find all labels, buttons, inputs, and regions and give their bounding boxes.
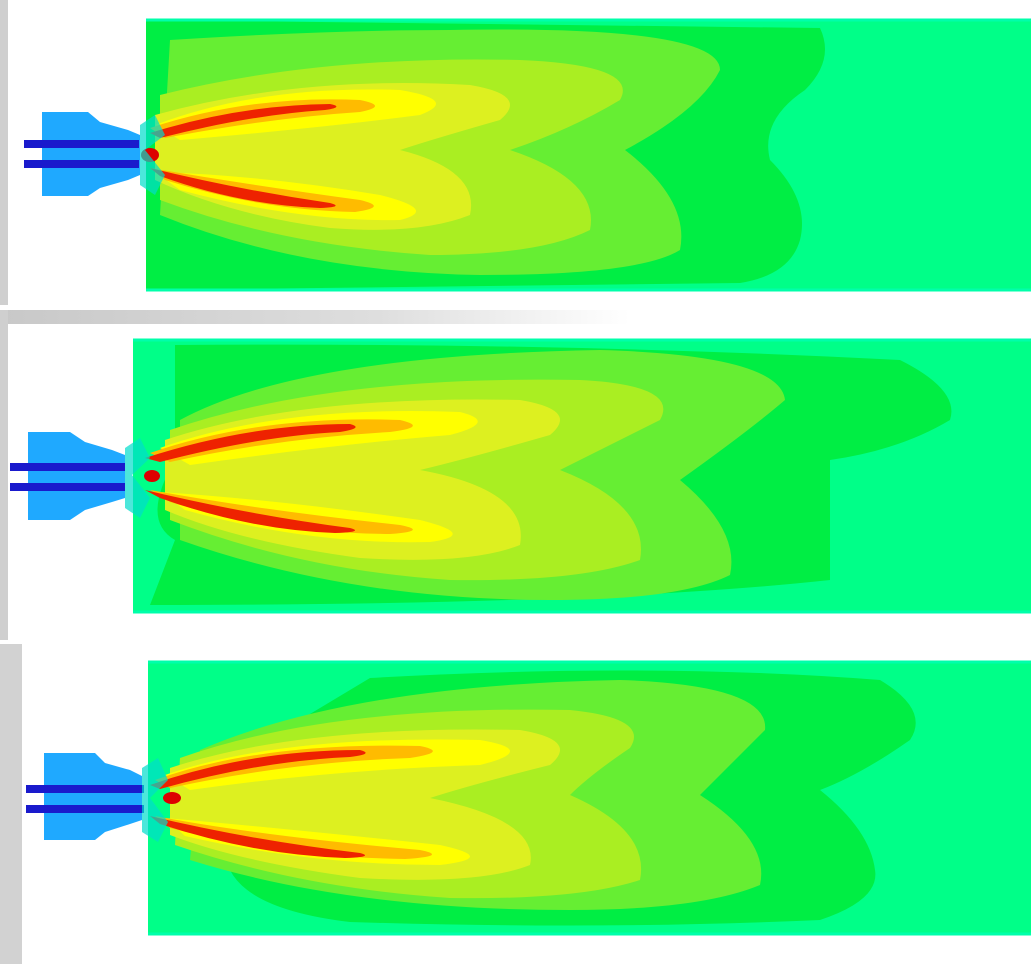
- contour-plot-3: [26, 660, 1031, 936]
- contour-band-red-bottom: [150, 168, 336, 208]
- contour-band-orange-bottom: [150, 168, 374, 212]
- contour-band-orange-bottom: [150, 490, 413, 534]
- contour-band-red-top: [150, 104, 337, 138]
- burner-body: [44, 753, 142, 840]
- wall-boundary-layer: [148, 660, 1031, 936]
- contour-plot-2: [10, 338, 1031, 614]
- background-strip-bottom: [0, 644, 22, 964]
- background-strip-middle: [0, 310, 630, 324]
- burner-body: [28, 432, 125, 520]
- injector-tube-lower: [26, 805, 144, 813]
- injector-tube-upper: [10, 463, 125, 471]
- burner-body: [42, 112, 140, 196]
- near-nozzle-cyan: [142, 758, 168, 842]
- near-nozzle-cyan: [125, 438, 150, 518]
- core-hotspot: [144, 470, 160, 482]
- contour-band-orange-top: [155, 745, 433, 788]
- contour-panel-1: [0, 0, 1031, 305]
- injector-tube-lower: [10, 483, 125, 491]
- wall-boundary-layer: [133, 338, 1031, 614]
- contour-band-red-bottom: [150, 816, 365, 858]
- near-nozzle-cyan: [140, 115, 165, 195]
- core-hotspot: [163, 792, 181, 804]
- background-strip-left: [0, 310, 8, 640]
- contour-plot-1: [24, 18, 1031, 292]
- wall-boundary-layer: [146, 18, 1031, 292]
- injector-tube-upper: [24, 140, 139, 148]
- contour-band-red-bottom: [145, 490, 355, 533]
- contour-band-red-top: [150, 750, 366, 789]
- contour-panel-3: [0, 640, 1031, 964]
- contour-band-red-top: [145, 424, 356, 462]
- contour-panel-2: [0, 320, 1031, 640]
- injector-tube-upper: [26, 785, 144, 793]
- background-strip-top: [0, 0, 8, 305]
- contour-band-orange-bottom: [155, 816, 432, 859]
- injector-tube-lower: [24, 160, 139, 168]
